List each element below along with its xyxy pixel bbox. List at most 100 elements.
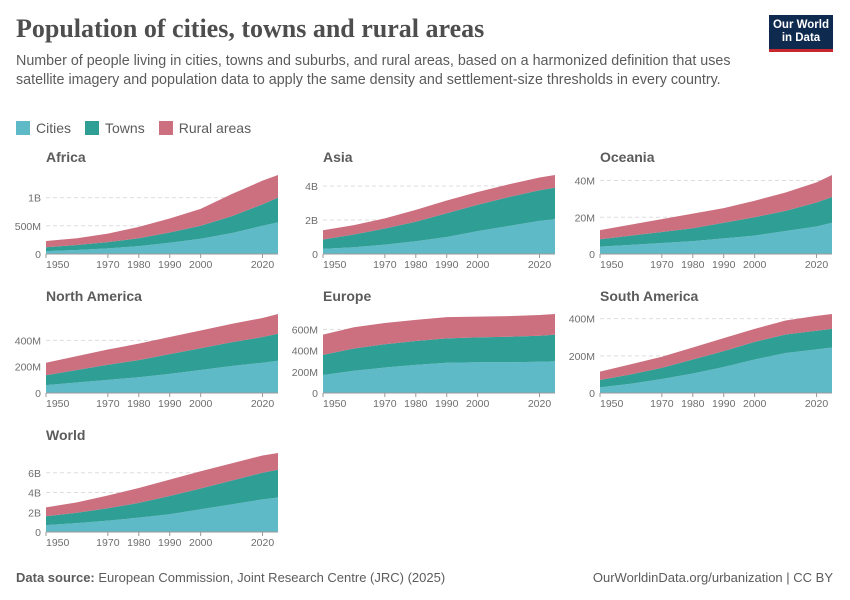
x-tick-label: 1990 — [435, 398, 459, 410]
x-tick-label: 2020 — [528, 259, 552, 271]
x-tick-label: 1970 — [96, 259, 120, 271]
x-tick-label: 2020 — [251, 537, 275, 549]
legend: Cities Towns Rural areas — [16, 120, 251, 136]
x-tick-label: 1990 — [158, 537, 182, 549]
legend-label: Cities — [36, 120, 72, 136]
area-cities[interactable] — [323, 219, 555, 254]
x-tick-label: 1970 — [96, 537, 120, 549]
y-tick-label: 20M — [575, 212, 595, 224]
y-tick-label: 2B — [28, 507, 41, 519]
area-cities[interactable] — [323, 361, 555, 393]
x-tick-label: 1980 — [681, 398, 705, 410]
chart-title: Asia — [323, 149, 353, 165]
source-link[interactable]: OurWorldinData.org/urbanization | CC BY — [592, 570, 833, 585]
chart-north-america: North America 0 200M 400M 1950 1970 1980 1990 20… — [15, 288, 278, 410]
y-tick-label: 400M — [569, 314, 595, 326]
x-tick-label: 1950 — [46, 537, 70, 549]
area-rural-areas[interactable] — [46, 314, 278, 376]
area-towns[interactable] — [323, 334, 555, 375]
area-towns[interactable] — [323, 187, 555, 249]
chart-asia: Asia 0 2B 4B 1950 1970 1980 1990 2000 2020 — [305, 149, 555, 271]
x-tick-label: 1950 — [323, 259, 347, 271]
y-tick-label: 6B — [28, 468, 41, 480]
x-tick-label: 2020 — [805, 398, 829, 410]
y-tick-label: 200M — [15, 362, 41, 374]
x-tick-label: 1980 — [127, 398, 151, 410]
x-tick-label: 2000 — [189, 537, 213, 549]
x-tick-label: 2020 — [251, 398, 275, 410]
x-tick-label: 2000 — [189, 398, 213, 410]
x-tick-label: 1990 — [712, 398, 736, 410]
x-tick-label: 1990 — [158, 259, 182, 271]
y-tick-label: 0 — [589, 249, 595, 261]
rural-swatch — [158, 121, 173, 135]
area-cities[interactable] — [600, 347, 832, 393]
x-tick-label: 2000 — [743, 259, 767, 271]
area-cities[interactable] — [46, 360, 278, 393]
chart-title: Africa — [46, 149, 86, 165]
chart-title: Europe — [323, 288, 371, 304]
area-rural-areas[interactable] — [46, 175, 278, 248]
chart-oceania: Oceania 0 20M 40M 1950 1970 1980 1990 2000 2020 — [575, 149, 832, 271]
chart-world: World 0 2B 4B 6B 1950 1970 1980 1990 2000 2020 — [28, 427, 278, 549]
x-tick-label: 1980 — [127, 537, 151, 549]
area-cities[interactable] — [46, 497, 278, 532]
y-tick-label: 400M — [15, 335, 41, 347]
page-subtitle: Number of people living in cities, towns… — [16, 53, 731, 88]
y-tick-label: 0 — [312, 388, 318, 400]
area-towns[interactable] — [46, 469, 278, 526]
legend-label: Rural areas — [178, 120, 252, 136]
source-label: Data source: — [16, 570, 95, 585]
area-cities[interactable] — [600, 222, 832, 254]
x-tick-label: 1950 — [323, 398, 347, 410]
owid-logo[interactable]: Our World in Data — [769, 15, 833, 52]
legend-item-towns[interactable]: Towns — [85, 120, 145, 136]
area-rural-areas[interactable] — [46, 453, 278, 517]
area-rural-areas[interactable] — [323, 314, 555, 355]
y-tick-label: 4B — [28, 488, 41, 500]
area-towns[interactable] — [600, 328, 832, 388]
y-tick-label: 0 — [35, 249, 41, 261]
y-tick-label: 400M — [292, 346, 318, 358]
page-title: Population of cities, towns and rural ar… — [16, 14, 485, 43]
chart-title: World — [46, 427, 85, 443]
x-tick-label: 2000 — [466, 398, 490, 410]
x-tick-label: 1950 — [600, 398, 624, 410]
x-tick-label: 1980 — [681, 259, 705, 271]
x-tick-label: 1970 — [650, 398, 674, 410]
area-rural-areas[interactable] — [600, 175, 832, 240]
area-towns[interactable] — [46, 197, 278, 252]
chart-title: South America — [600, 288, 698, 304]
legend-item-rural[interactable]: Rural areas — [158, 120, 252, 136]
x-tick-label: 1970 — [650, 259, 674, 271]
chart-south-america: South America 0 200M 400M 1950 1970 1980 1990 20… — [569, 288, 832, 410]
area-cities[interactable] — [46, 222, 278, 254]
y-tick-label: 0 — [35, 388, 41, 400]
cities-swatch — [16, 121, 30, 135]
x-tick-label: 1980 — [404, 259, 428, 271]
y-tick-label: 2B — [305, 215, 318, 227]
x-tick-label: 1970 — [96, 398, 120, 410]
x-tick-label: 1950 — [46, 259, 70, 271]
area-towns[interactable] — [600, 197, 832, 247]
x-tick-label: 1970 — [373, 398, 397, 410]
area-rural-areas[interactable] — [323, 175, 555, 240]
chart-title: Oceania — [600, 149, 655, 165]
y-tick-label: 0 — [312, 249, 318, 261]
y-tick-label: 4B — [305, 181, 318, 193]
y-tick-label: 500M — [15, 221, 41, 233]
legend-item-cities[interactable]: Cities — [16, 120, 71, 136]
y-tick-label: 0 — [35, 527, 41, 539]
x-tick-label: 2020 — [528, 398, 552, 410]
area-towns[interactable] — [46, 333, 278, 386]
x-tick-label: 2000 — [743, 398, 767, 410]
x-tick-label: 2020 — [805, 259, 829, 271]
area-rural-areas[interactable] — [600, 314, 832, 380]
y-tick-label: 600M — [292, 324, 318, 336]
y-tick-label: 200M — [292, 367, 318, 379]
towns-swatch — [85, 121, 100, 135]
x-tick-label: 1980 — [404, 398, 428, 410]
x-tick-label: 1990 — [158, 398, 182, 410]
